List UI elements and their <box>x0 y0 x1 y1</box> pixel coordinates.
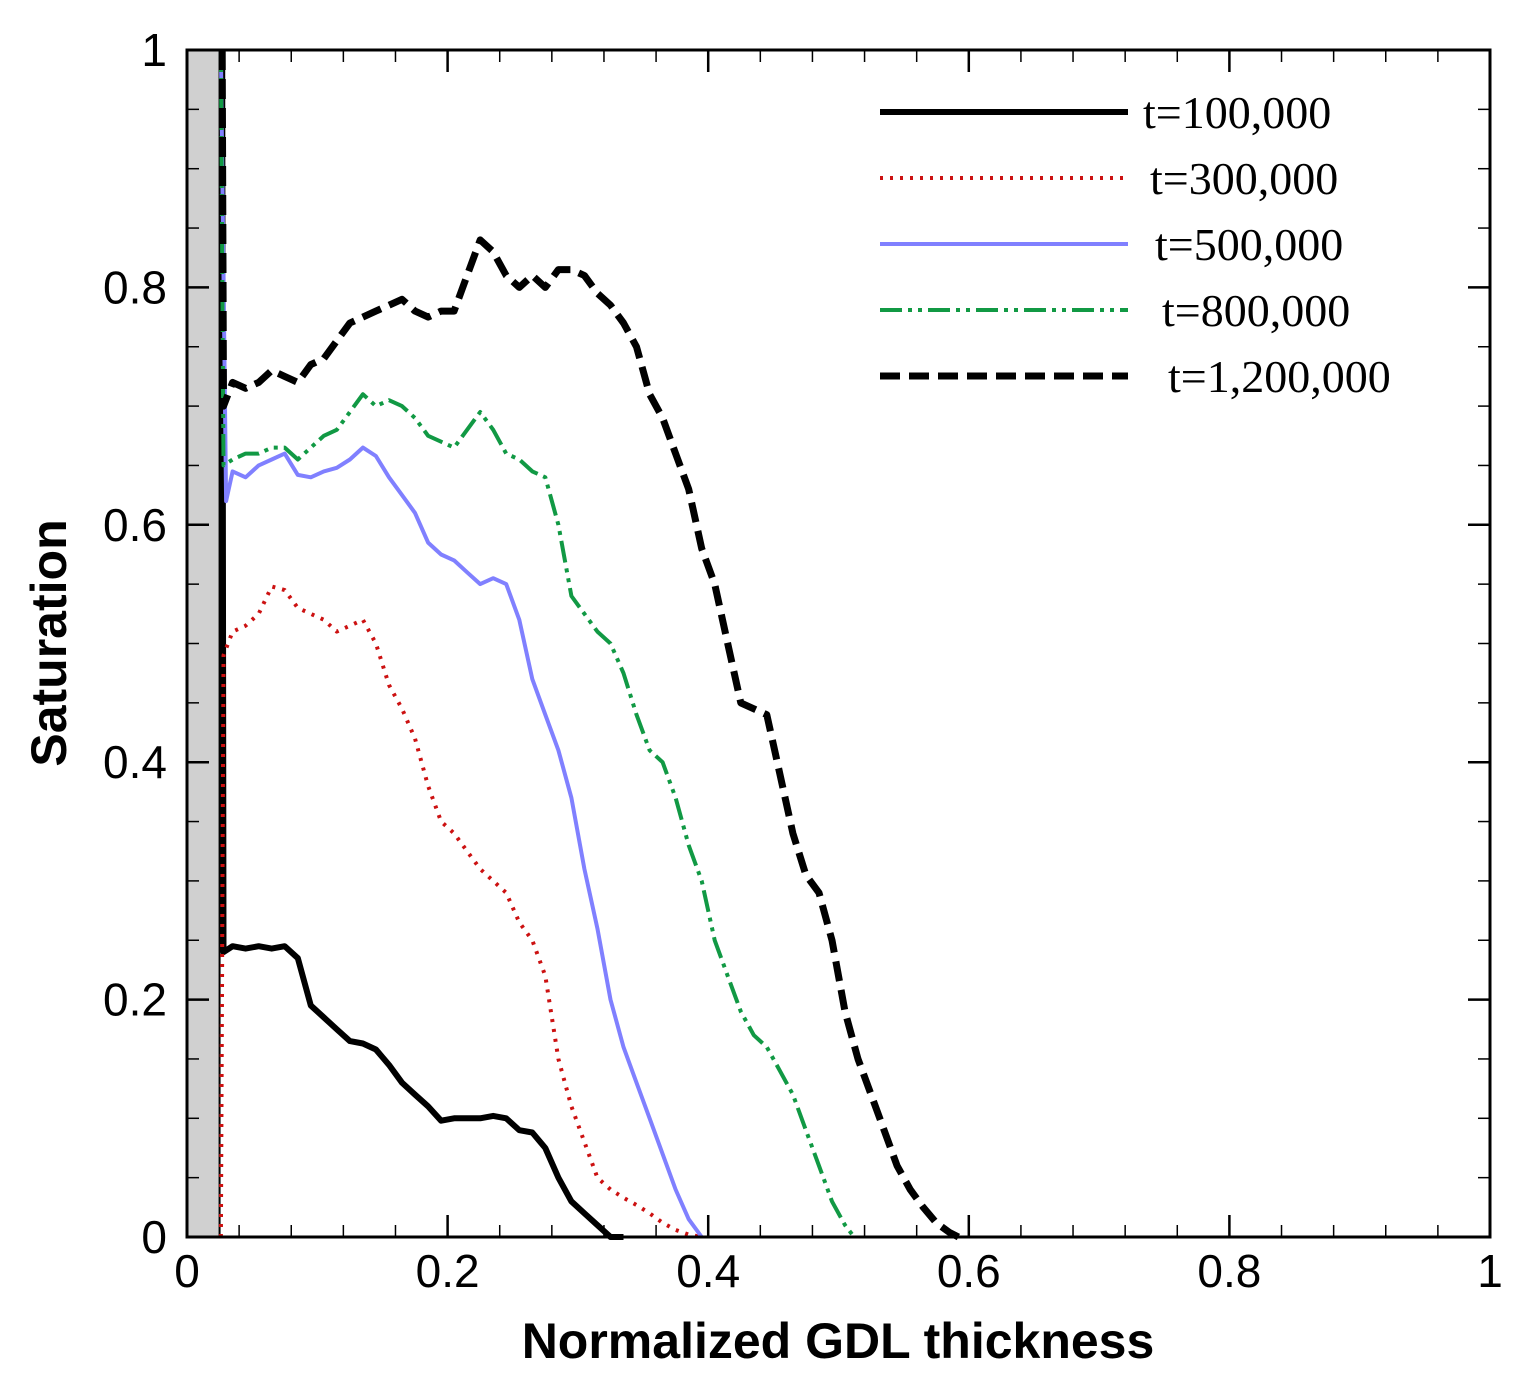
series-line-2 <box>218 584 703 1239</box>
y-tick-label: 0.8 <box>103 261 167 313</box>
legend-label-2: t=300,000 <box>1150 153 1338 204</box>
series-layer <box>218 49 961 1241</box>
x-tick-label: 0 <box>174 1245 200 1297</box>
legend-label-4: t=800,000 <box>1162 285 1350 336</box>
legend: t=100,000 t=300,000 t=500,000 t=800,000 t=1,… <box>880 87 1391 402</box>
plot-frame <box>185 48 1492 1239</box>
x-tick-label: 0.4 <box>676 1245 740 1297</box>
x-tick-label: 0.6 <box>937 1245 1001 1297</box>
tick-label-layer: 0 0.2 0.4 0.6 0.8 1 0 0.2 0.4 0.6 0.8 1 <box>103 24 1503 1297</box>
legend-label-5: t=1,200,000 <box>1168 351 1391 402</box>
x-tick-label: 0.2 <box>416 1245 480 1297</box>
y-tick-label: 1 <box>141 24 167 76</box>
y-tick-label: 0.2 <box>103 974 167 1026</box>
y-tick-label: 0 <box>141 1211 167 1263</box>
x-tick-label: 0.8 <box>1197 1245 1261 1297</box>
y-tick-label: 0.6 <box>103 499 167 551</box>
series-line-4 <box>218 49 856 1239</box>
series-line-1 <box>219 49 624 1240</box>
x-axis-title: Normalized GDL thickness <box>522 1313 1155 1369</box>
legend-label-1: t=100,000 <box>1143 87 1331 138</box>
legend-label-3: t=500,000 <box>1155 219 1343 270</box>
series-line-3 <box>218 49 704 1239</box>
y-axis-title: Saturation <box>21 519 77 766</box>
series-line-5 <box>218 49 961 1241</box>
y-tick-label: 0.4 <box>103 736 167 788</box>
x-tick-label: 1 <box>1477 1245 1503 1297</box>
